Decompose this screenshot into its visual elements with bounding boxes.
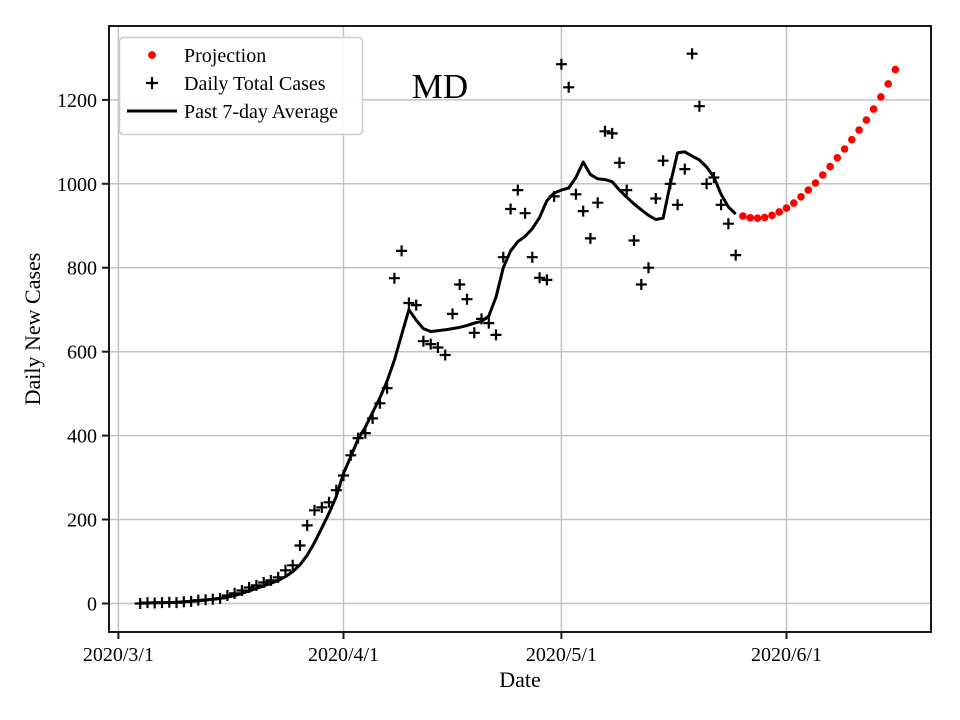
y-tick-label: 200 <box>67 510 97 532</box>
legend-label-past-7day-average: Past 7-day Average <box>184 101 338 123</box>
projection-dot-icon <box>148 51 156 59</box>
x-tick-label: 2020/6/1 <box>751 644 822 666</box>
projection-dot <box>753 214 762 222</box>
legend-box <box>118 36 364 136</box>
projection-dot <box>775 208 783 216</box>
x-tick-label: 2020/3/1 <box>83 644 154 666</box>
y-axis-label: Daily New Cases <box>20 253 45 406</box>
projection-dot <box>877 93 885 101</box>
projection-dot <box>797 193 805 201</box>
y-tick-label: 1200 <box>57 90 97 112</box>
projection-dot <box>891 65 900 74</box>
projection-dot <box>739 212 747 220</box>
projection-series <box>739 65 900 222</box>
projection-dot <box>782 204 791 212</box>
projection-dot <box>819 171 827 179</box>
projection-dot <box>760 213 769 222</box>
x-axis-label: Date <box>499 667 541 692</box>
legend: Projection Daily Total Cases Past 7-day … <box>118 36 364 136</box>
projection-dot <box>790 199 798 207</box>
x-tick-label: 2020/4/1 <box>308 644 379 666</box>
plus-marker-icon <box>146 77 158 89</box>
projection-dot <box>848 135 856 144</box>
projection-dot <box>804 186 813 194</box>
legend-label-daily-total-cases: Daily Total Cases <box>184 73 326 95</box>
projection-dot <box>746 214 754 222</box>
chart-title: MD <box>412 67 468 106</box>
plot-area: 2020/3/1 2020/4/1 2020/5/1 2020/6/1 0 200 400 6… <box>57 25 932 666</box>
axes-spines <box>108 25 932 633</box>
y-tick-label: 1000 <box>57 174 97 196</box>
legend-label-projection: Projection <box>184 45 266 67</box>
projection-dot <box>826 162 834 171</box>
y-tick-label: 0 <box>87 594 97 616</box>
projection-dot <box>833 154 842 162</box>
projection-dot <box>840 145 849 153</box>
x-tick-label: 2020/5/1 <box>526 644 597 666</box>
projection-dot <box>855 126 863 134</box>
past-7day-average-line <box>140 150 737 605</box>
y-tick-label: 400 <box>67 426 97 448</box>
projection-dot <box>768 211 776 220</box>
projection-dot <box>884 80 892 88</box>
projection-dot <box>869 105 878 113</box>
y-tick-label: 800 <box>67 258 97 280</box>
projection-dot <box>862 116 871 124</box>
y-tick-label: 600 <box>67 342 97 364</box>
projection-dot <box>811 179 820 187</box>
